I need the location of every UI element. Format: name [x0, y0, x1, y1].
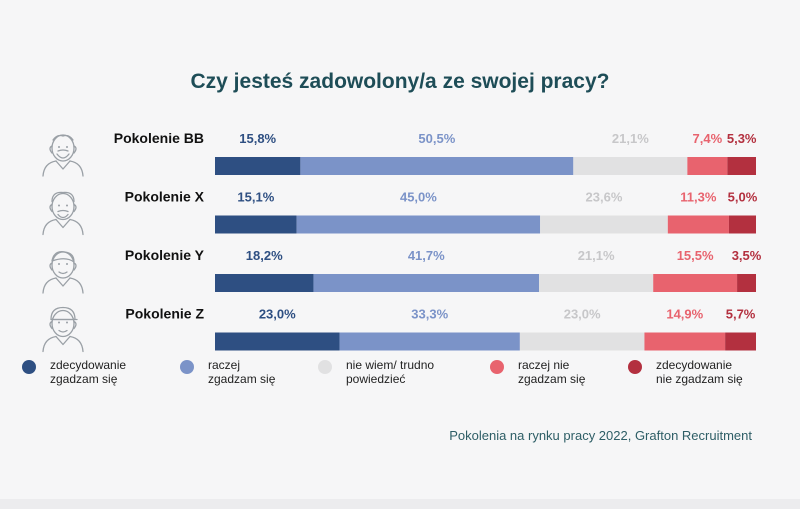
data-label: 3,5%	[732, 248, 762, 263]
category-label: Pokolenie X	[125, 189, 205, 205]
data-label: 14,9%	[666, 307, 703, 322]
bar-segment	[573, 157, 688, 175]
data-label: 23,0%	[259, 307, 296, 322]
bar-segment	[296, 215, 541, 234]
bar-segment	[727, 157, 756, 175]
bar-segment	[667, 215, 729, 234]
data-label: 21,1%	[612, 131, 649, 146]
data-label: 21,1%	[578, 248, 615, 263]
legend-label-line: powiedzieć	[346, 372, 406, 386]
data-label: 15,5%	[677, 248, 714, 263]
bar-segment	[687, 157, 728, 175]
legend-label-line: zgadzam się	[208, 372, 276, 386]
legend-swatch	[180, 360, 194, 374]
legend-label-line: zdecydowanie	[50, 358, 127, 372]
data-label: 23,6%	[586, 190, 623, 205]
legend-label: raczej zgadzam się	[208, 358, 318, 386]
legend-label: zdecydowanie nie zgadzam się	[656, 358, 766, 386]
data-label: 41,7%	[408, 248, 445, 263]
bar-segment	[540, 215, 668, 234]
legend-label: nie wiem/ trudno powiedzieć	[346, 358, 456, 386]
bar-segment	[519, 332, 645, 351]
chart-legend: zdecydowanie zgadzam się raczej zgadzam się…	[0, 358, 800, 398]
category-label: Pokolenie Z	[125, 306, 204, 322]
data-label: 5,0%	[728, 190, 758, 205]
middle-aged-person-icon	[42, 191, 84, 236]
data-label: 33,3%	[411, 307, 448, 322]
young-adult-icon	[42, 251, 84, 294]
legend-label-line: nie zgadzam się	[656, 372, 743, 386]
data-label: 15,1%	[237, 190, 274, 205]
bar-segment	[215, 332, 340, 351]
data-label: 18,2%	[246, 248, 283, 263]
bar-segment	[644, 332, 726, 351]
bar-segment	[725, 332, 756, 351]
bar-segment	[339, 332, 520, 351]
bar-segment	[215, 274, 314, 292]
legend-label-line: zdecydowanie	[656, 358, 733, 372]
data-label: 50,5%	[418, 131, 455, 146]
chart-title: Czy jesteś zadowolony/a ze swojej pracy?	[190, 70, 610, 93]
bar-segment	[728, 215, 756, 234]
data-label: 23,0%	[564, 307, 601, 322]
data-label: 45,0%	[400, 190, 437, 205]
legend-label-line: raczej nie	[518, 358, 570, 372]
data-label: 5,3%	[727, 131, 757, 146]
source-note: Pokolenia na rynku pracy 2022, Grafton R…	[449, 428, 752, 443]
bar-segment	[313, 274, 540, 292]
category-label: Pokolenie Y	[125, 247, 205, 263]
young-person-with-cap-icon	[42, 306, 84, 353]
data-label: 15,8%	[239, 131, 276, 146]
data-label: 11,3%	[680, 190, 717, 205]
bar-segment	[539, 274, 654, 292]
legend-label-line: zgadzam się	[50, 372, 118, 386]
legend-swatch	[318, 360, 332, 374]
category-label: Pokolenie BB	[114, 130, 204, 146]
bar-segment	[737, 274, 756, 292]
legend-swatch	[628, 360, 642, 374]
legend-label-line: zgadzam się	[518, 372, 586, 386]
bar-segment	[300, 157, 574, 175]
legend-label: zdecydowanie zgadzam się	[50, 358, 160, 386]
legend-label: raczej nie zgadzam się	[518, 358, 628, 386]
bar-segment	[653, 274, 738, 292]
bottom-strip	[0, 499, 800, 509]
bar-segment	[215, 157, 301, 175]
data-label: 5,7%	[726, 307, 756, 322]
data-label: 7,4%	[693, 131, 723, 146]
legend-label-line: nie wiem/ trudno	[346, 358, 435, 372]
elderly-person-icon	[42, 134, 84, 177]
legend-swatch	[22, 360, 36, 374]
legend-label-line: raczej	[208, 358, 241, 372]
legend-swatch	[490, 360, 504, 374]
bar-segment	[215, 215, 297, 234]
